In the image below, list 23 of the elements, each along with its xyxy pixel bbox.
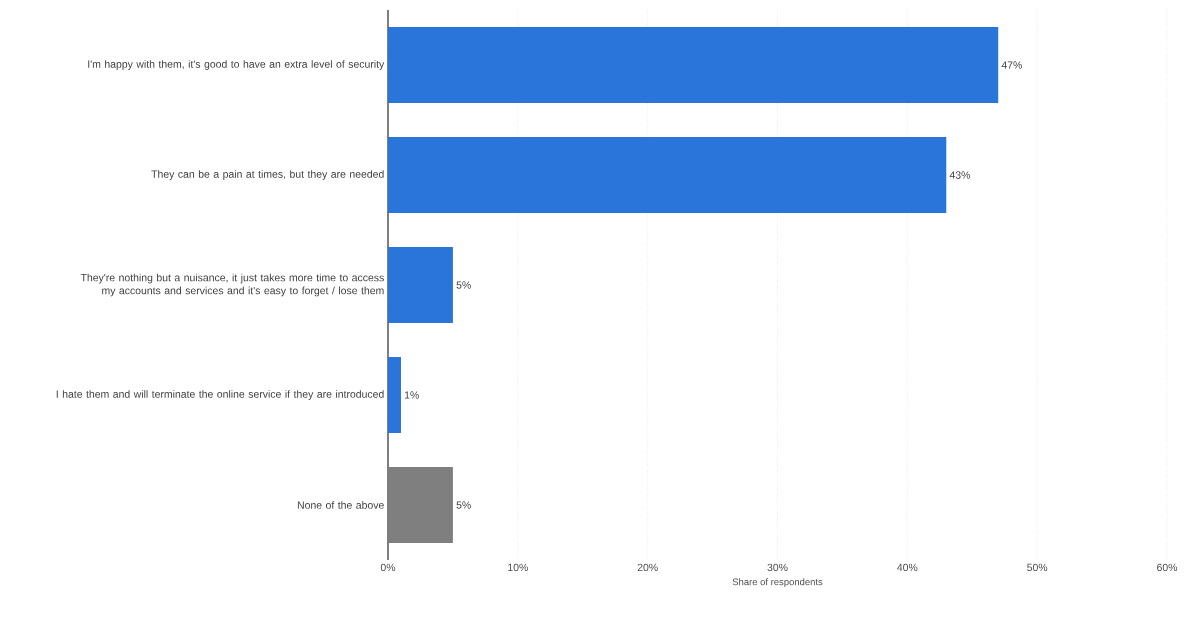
y-tick-label: They're nothing but a nuisance, it just takes more time to access my accounts and services and it's easy to forget / lose them	[80, 273, 384, 297]
data-label: 47%	[1001, 61, 1022, 69]
x-tick-label: 60%	[1157, 563, 1178, 572]
y-tick-label: I hate them and will terminate the online service if they are introduced	[56, 390, 384, 400]
x-tick-label: 20%	[637, 563, 658, 572]
data-label: 5%	[456, 501, 471, 509]
x-tick-label: 40%	[897, 563, 918, 572]
bar	[388, 467, 453, 544]
bar	[388, 247, 453, 324]
y-tick-label: I'm happy with them, it's good to have an extra level of security	[88, 60, 385, 70]
x-tick-label: 0%	[380, 563, 396, 572]
data-label: 5%	[456, 281, 471, 289]
x-tick-label: 10%	[508, 563, 528, 572]
x-tick-label: 50%	[1027, 563, 1048, 572]
data-label: 1%	[404, 391, 419, 399]
y-tick-label: They can be a pain at times, but they are needed	[151, 170, 384, 180]
bar	[388, 357, 401, 434]
x-axis-title: Share of respondents	[732, 578, 823, 588]
x-tick-label: 30%	[767, 563, 788, 572]
y-tick-label: None of the above	[297, 501, 384, 509]
bar	[388, 137, 947, 214]
data-label: 43%	[949, 171, 971, 179]
bar	[388, 27, 999, 104]
